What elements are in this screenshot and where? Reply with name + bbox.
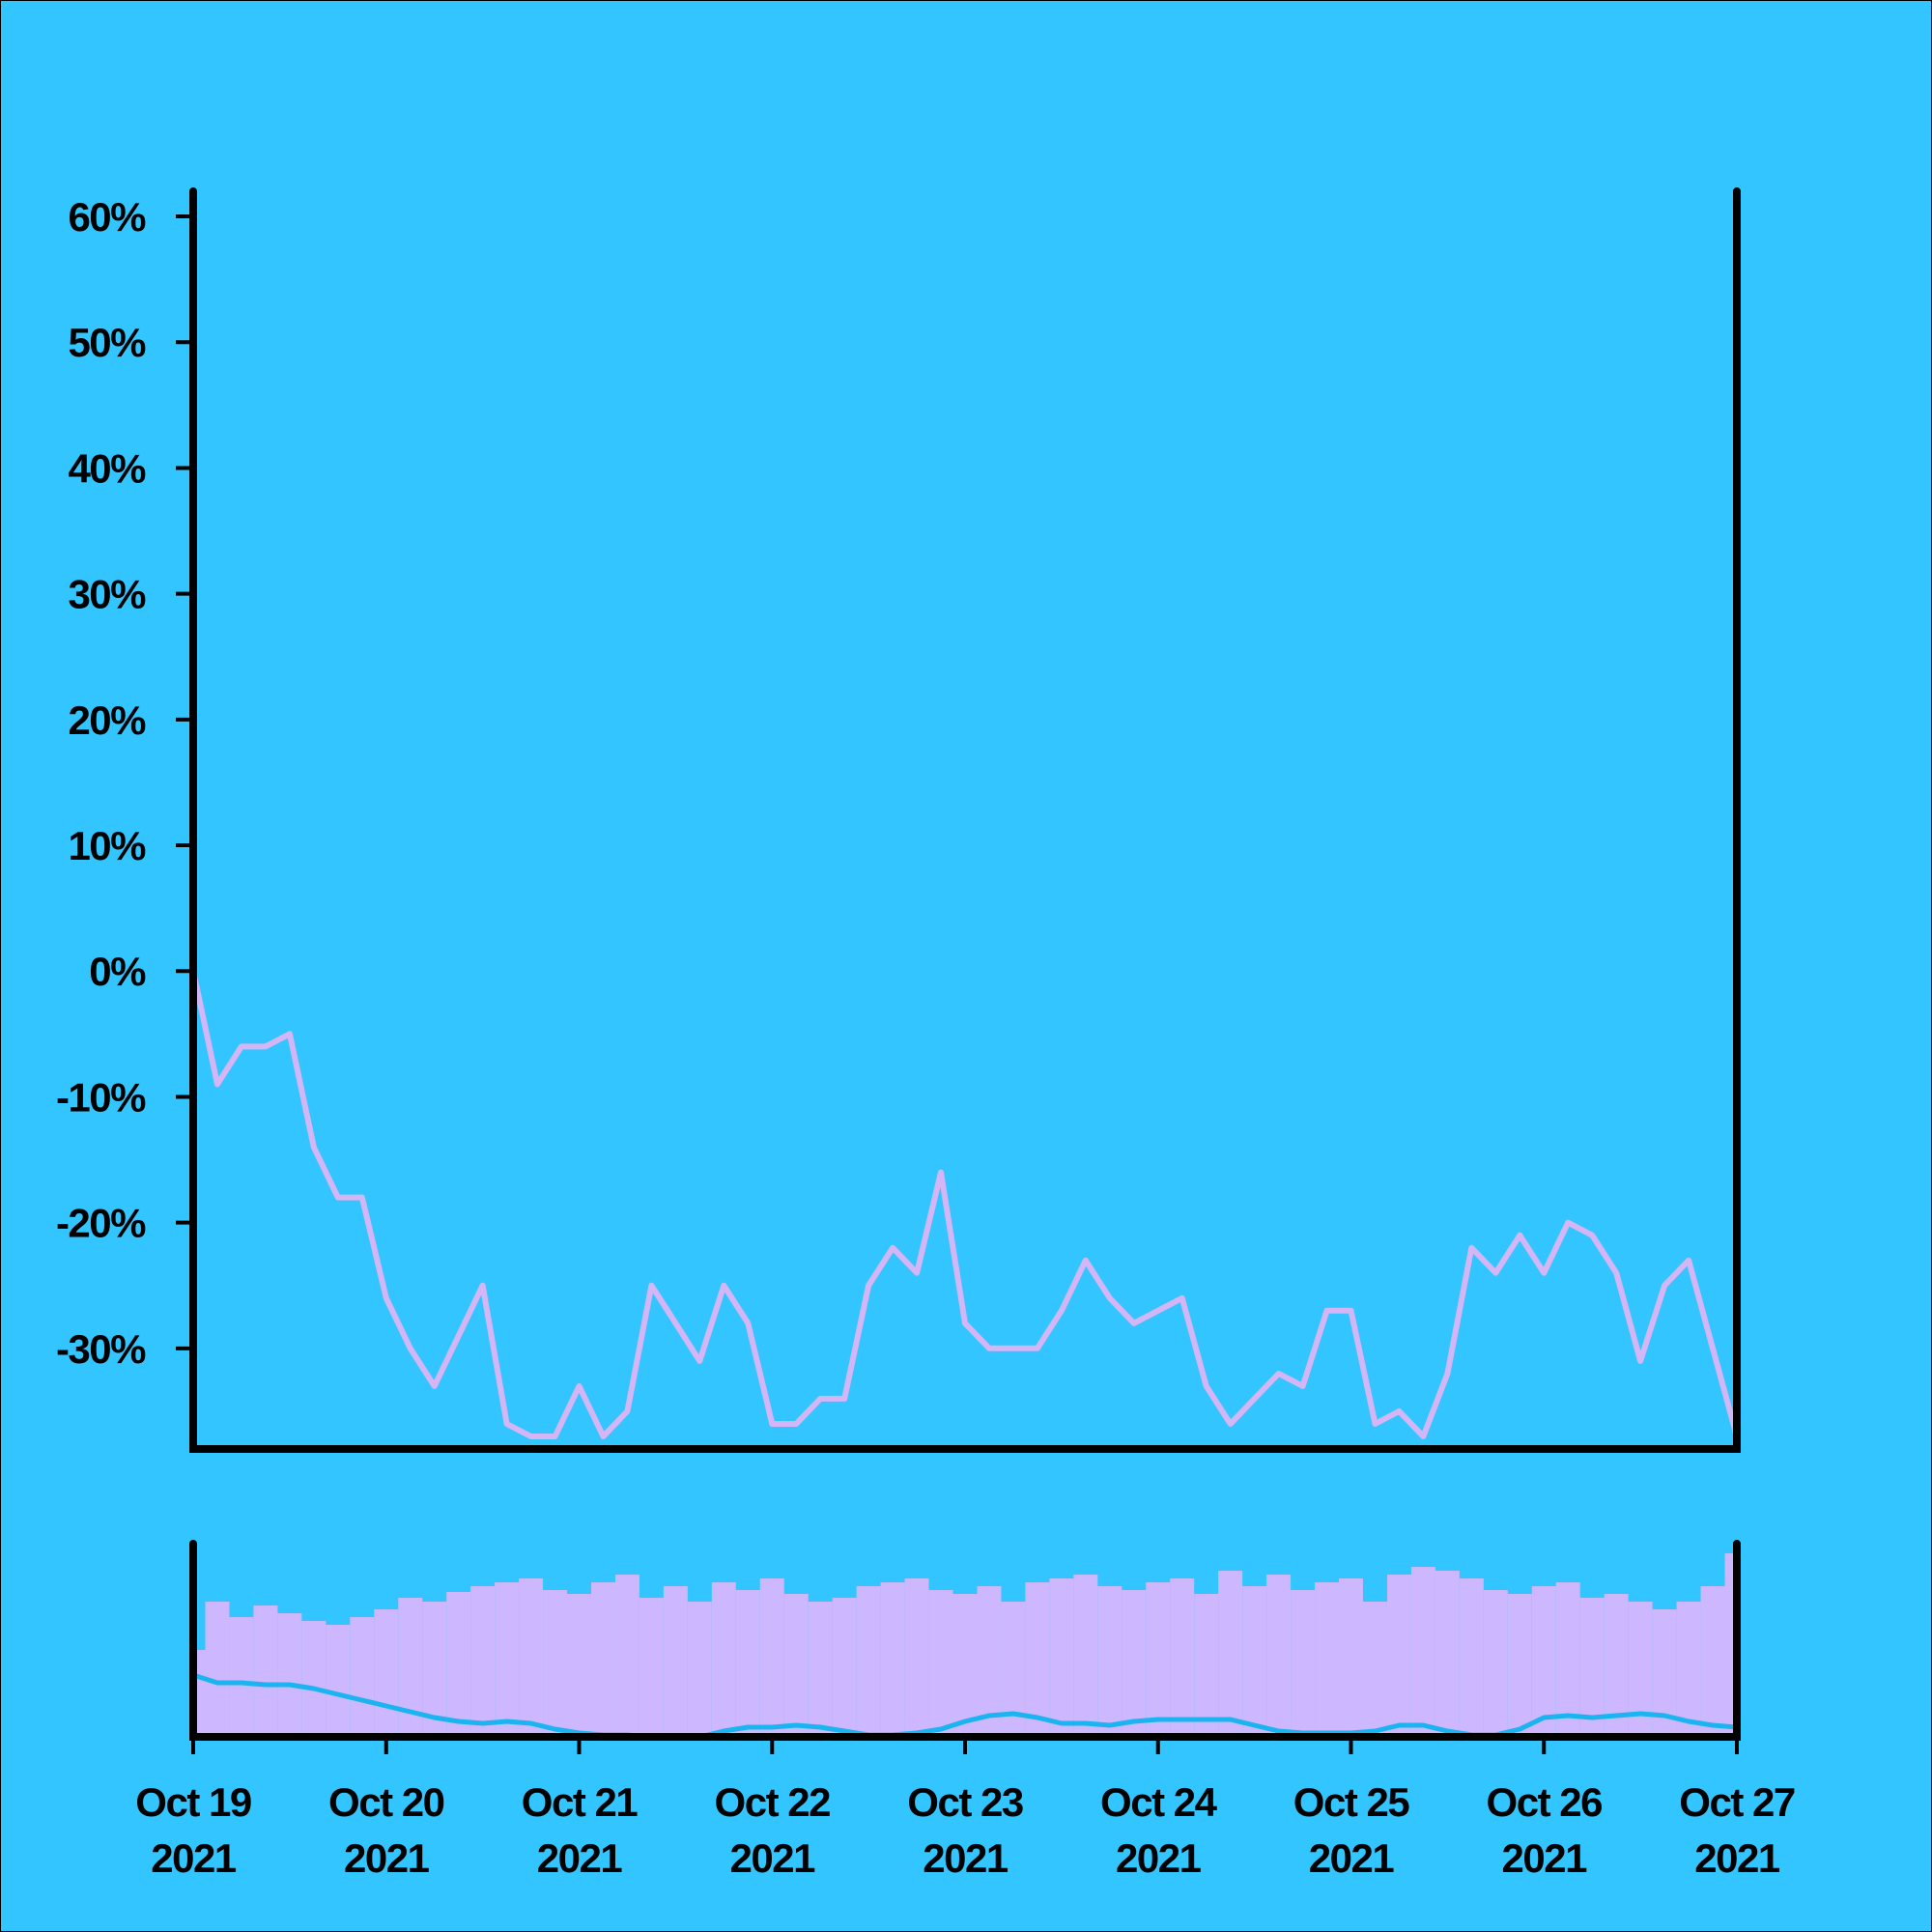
x-tick-label: Oct 21: [522, 1779, 639, 1825]
y-tick-label: -10%: [56, 1074, 146, 1120]
x-tick-label: Oct 27: [1679, 1779, 1795, 1825]
x-tick-label: 2021: [730, 1835, 816, 1881]
bar: [277, 1613, 302, 1737]
bar: [759, 1578, 784, 1737]
x-tick-label: 2021: [151, 1835, 237, 1881]
bar: [880, 1582, 905, 1737]
bar: [1049, 1578, 1074, 1737]
bar: [808, 1602, 833, 1737]
x-tick-label: 2021: [1502, 1835, 1588, 1881]
bar: [1531, 1586, 1556, 1737]
bar: [543, 1590, 568, 1737]
y-tick-label: 30%: [68, 572, 146, 617]
y-tick-label: 40%: [68, 445, 146, 491]
plots: [190, 970, 1740, 1740]
bar: [735, 1590, 760, 1737]
main-axes: [189, 187, 1741, 1453]
bar: [1218, 1571, 1243, 1737]
bar: [205, 1602, 230, 1737]
bar: [783, 1594, 809, 1737]
y-tick-label: -20%: [56, 1201, 146, 1246]
bar: [952, 1594, 978, 1737]
bar: [301, 1621, 327, 1737]
bar: [1579, 1598, 1605, 1737]
x-tick-label: 2021: [1116, 1835, 1202, 1881]
x-tick-label: Oct 22: [715, 1779, 831, 1825]
x-tick-label: Oct 25: [1293, 1779, 1410, 1825]
bar: [326, 1625, 351, 1737]
bar: [1386, 1575, 1411, 1737]
bar: [1435, 1571, 1460, 1737]
x-tick-label: Oct 24: [1100, 1779, 1218, 1825]
bar: [1339, 1578, 1363, 1737]
bar: [1146, 1582, 1171, 1737]
bar: [470, 1586, 496, 1737]
y-tick-label: 20%: [68, 697, 146, 743]
bar: [229, 1617, 254, 1737]
bar: [495, 1582, 520, 1737]
bar: [1676, 1602, 1701, 1737]
bar: [1073, 1575, 1098, 1737]
bar: [1410, 1567, 1435, 1737]
bar: [253, 1605, 278, 1737]
bar: [832, 1598, 857, 1737]
bar: [374, 1609, 399, 1737]
x-tick-label: Oct 23: [907, 1779, 1023, 1825]
x-tick-label: Oct 19: [135, 1779, 251, 1825]
bar: [350, 1617, 375, 1737]
bar: [1362, 1602, 1387, 1737]
bar: [977, 1586, 1002, 1737]
bar: [590, 1582, 615, 1737]
x-tick-label: Oct 20: [328, 1779, 444, 1825]
bar: [1483, 1590, 1508, 1737]
y-tick-label: 10%: [68, 823, 146, 868]
bar: [1097, 1586, 1122, 1737]
line: [190, 970, 1740, 1439]
bar: [711, 1582, 736, 1737]
bar: [1170, 1578, 1195, 1737]
y-tick-label: 60%: [68, 194, 146, 240]
bar: [1555, 1582, 1580, 1737]
bar: [687, 1602, 712, 1737]
bar: [1266, 1575, 1292, 1737]
y-tick-label: 0%: [89, 949, 146, 994]
bar: [1315, 1582, 1340, 1737]
bar: [567, 1594, 591, 1737]
x-tick-label: 2021: [1694, 1835, 1780, 1881]
x-tick-label: 2021: [344, 1835, 430, 1881]
bar: [1122, 1590, 1147, 1737]
bar: [928, 1590, 953, 1737]
bar: [1291, 1590, 1316, 1737]
x-tick-label: Oct 26: [1487, 1779, 1603, 1825]
bar: [856, 1586, 881, 1737]
bar: [1700, 1586, 1725, 1737]
x-tick-label: 2021: [923, 1835, 1009, 1881]
bar: [1507, 1594, 1532, 1737]
x-tick-label: 2021: [537, 1835, 623, 1881]
y-tick-label: 50%: [68, 320, 146, 365]
bar: [663, 1586, 688, 1737]
bar: [446, 1592, 471, 1737]
y-tick-label: -30%: [56, 1326, 146, 1372]
bar: [614, 1575, 639, 1737]
bar: [1242, 1586, 1267, 1737]
bar: [1025, 1582, 1050, 1737]
bar: [1459, 1578, 1484, 1737]
x-tick-label: 2021: [1309, 1835, 1395, 1881]
bar: [639, 1598, 664, 1737]
bar: [904, 1578, 929, 1737]
bar: [1194, 1594, 1219, 1737]
bar: [519, 1578, 544, 1737]
